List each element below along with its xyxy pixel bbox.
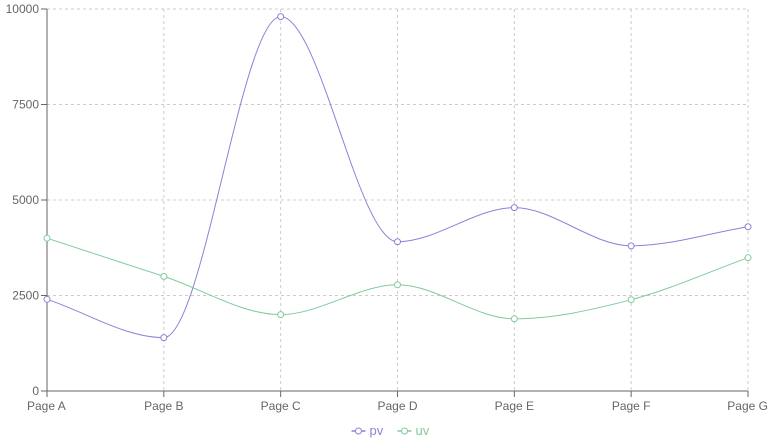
- data-point-uv[interactable]: [744, 254, 752, 262]
- y-tick-label: 0: [32, 384, 39, 398]
- data-point-uv[interactable]: [627, 296, 635, 304]
- data-point-pv[interactable]: [394, 238, 401, 246]
- data-point-pv[interactable]: [627, 242, 635, 250]
- legend-marker-icon: [355, 427, 362, 435]
- legend-marker-icon: [401, 427, 408, 435]
- series: [43, 13, 752, 342]
- data-point-uv[interactable]: [277, 311, 285, 319]
- x-tick-label: Page B: [144, 399, 183, 413]
- x-tick-label: Page D: [377, 399, 417, 413]
- legend: pv uv: [351, 423, 430, 438]
- data-point-uv[interactable]: [510, 315, 518, 323]
- x-tick-label: Page E: [495, 399, 534, 413]
- axes: 0 2500 5000 7500 10000 Page A Page B Page C Page…: [6, 2, 768, 413]
- legend-item-pv[interactable]: pv: [351, 423, 384, 438]
- data-point-uv[interactable]: [160, 272, 168, 280]
- x-tick-label: Page G: [727, 399, 768, 413]
- data-point-pv[interactable]: [277, 13, 285, 21]
- legend-label: pv: [370, 423, 384, 438]
- data-point-pv[interactable]: [510, 204, 518, 212]
- legend-item-uv[interactable]: uv: [397, 423, 430, 438]
- y-tick-label: 7500: [12, 98, 39, 112]
- data-point-uv[interactable]: [394, 281, 401, 289]
- data-point-pv[interactable]: [744, 223, 752, 231]
- x-tick-label: Page A: [27, 399, 66, 413]
- series-line-pv: [46, 16, 749, 339]
- series-pv: [43, 13, 752, 342]
- series-uv: [43, 234, 752, 323]
- x-tick-label: Page F: [612, 399, 651, 413]
- y-tick-label: 10000: [6, 2, 40, 16]
- y-tick-label: 5000: [12, 193, 39, 207]
- grid: [47, 8, 749, 391]
- data-point-pv[interactable]: [160, 334, 168, 342]
- x-tick-label: Page C: [261, 399, 301, 413]
- data-point-pv[interactable]: [43, 295, 51, 303]
- data-point-uv[interactable]: [43, 234, 51, 242]
- y-tick-label: 2500: [12, 289, 39, 303]
- legend-label: uv: [416, 423, 430, 438]
